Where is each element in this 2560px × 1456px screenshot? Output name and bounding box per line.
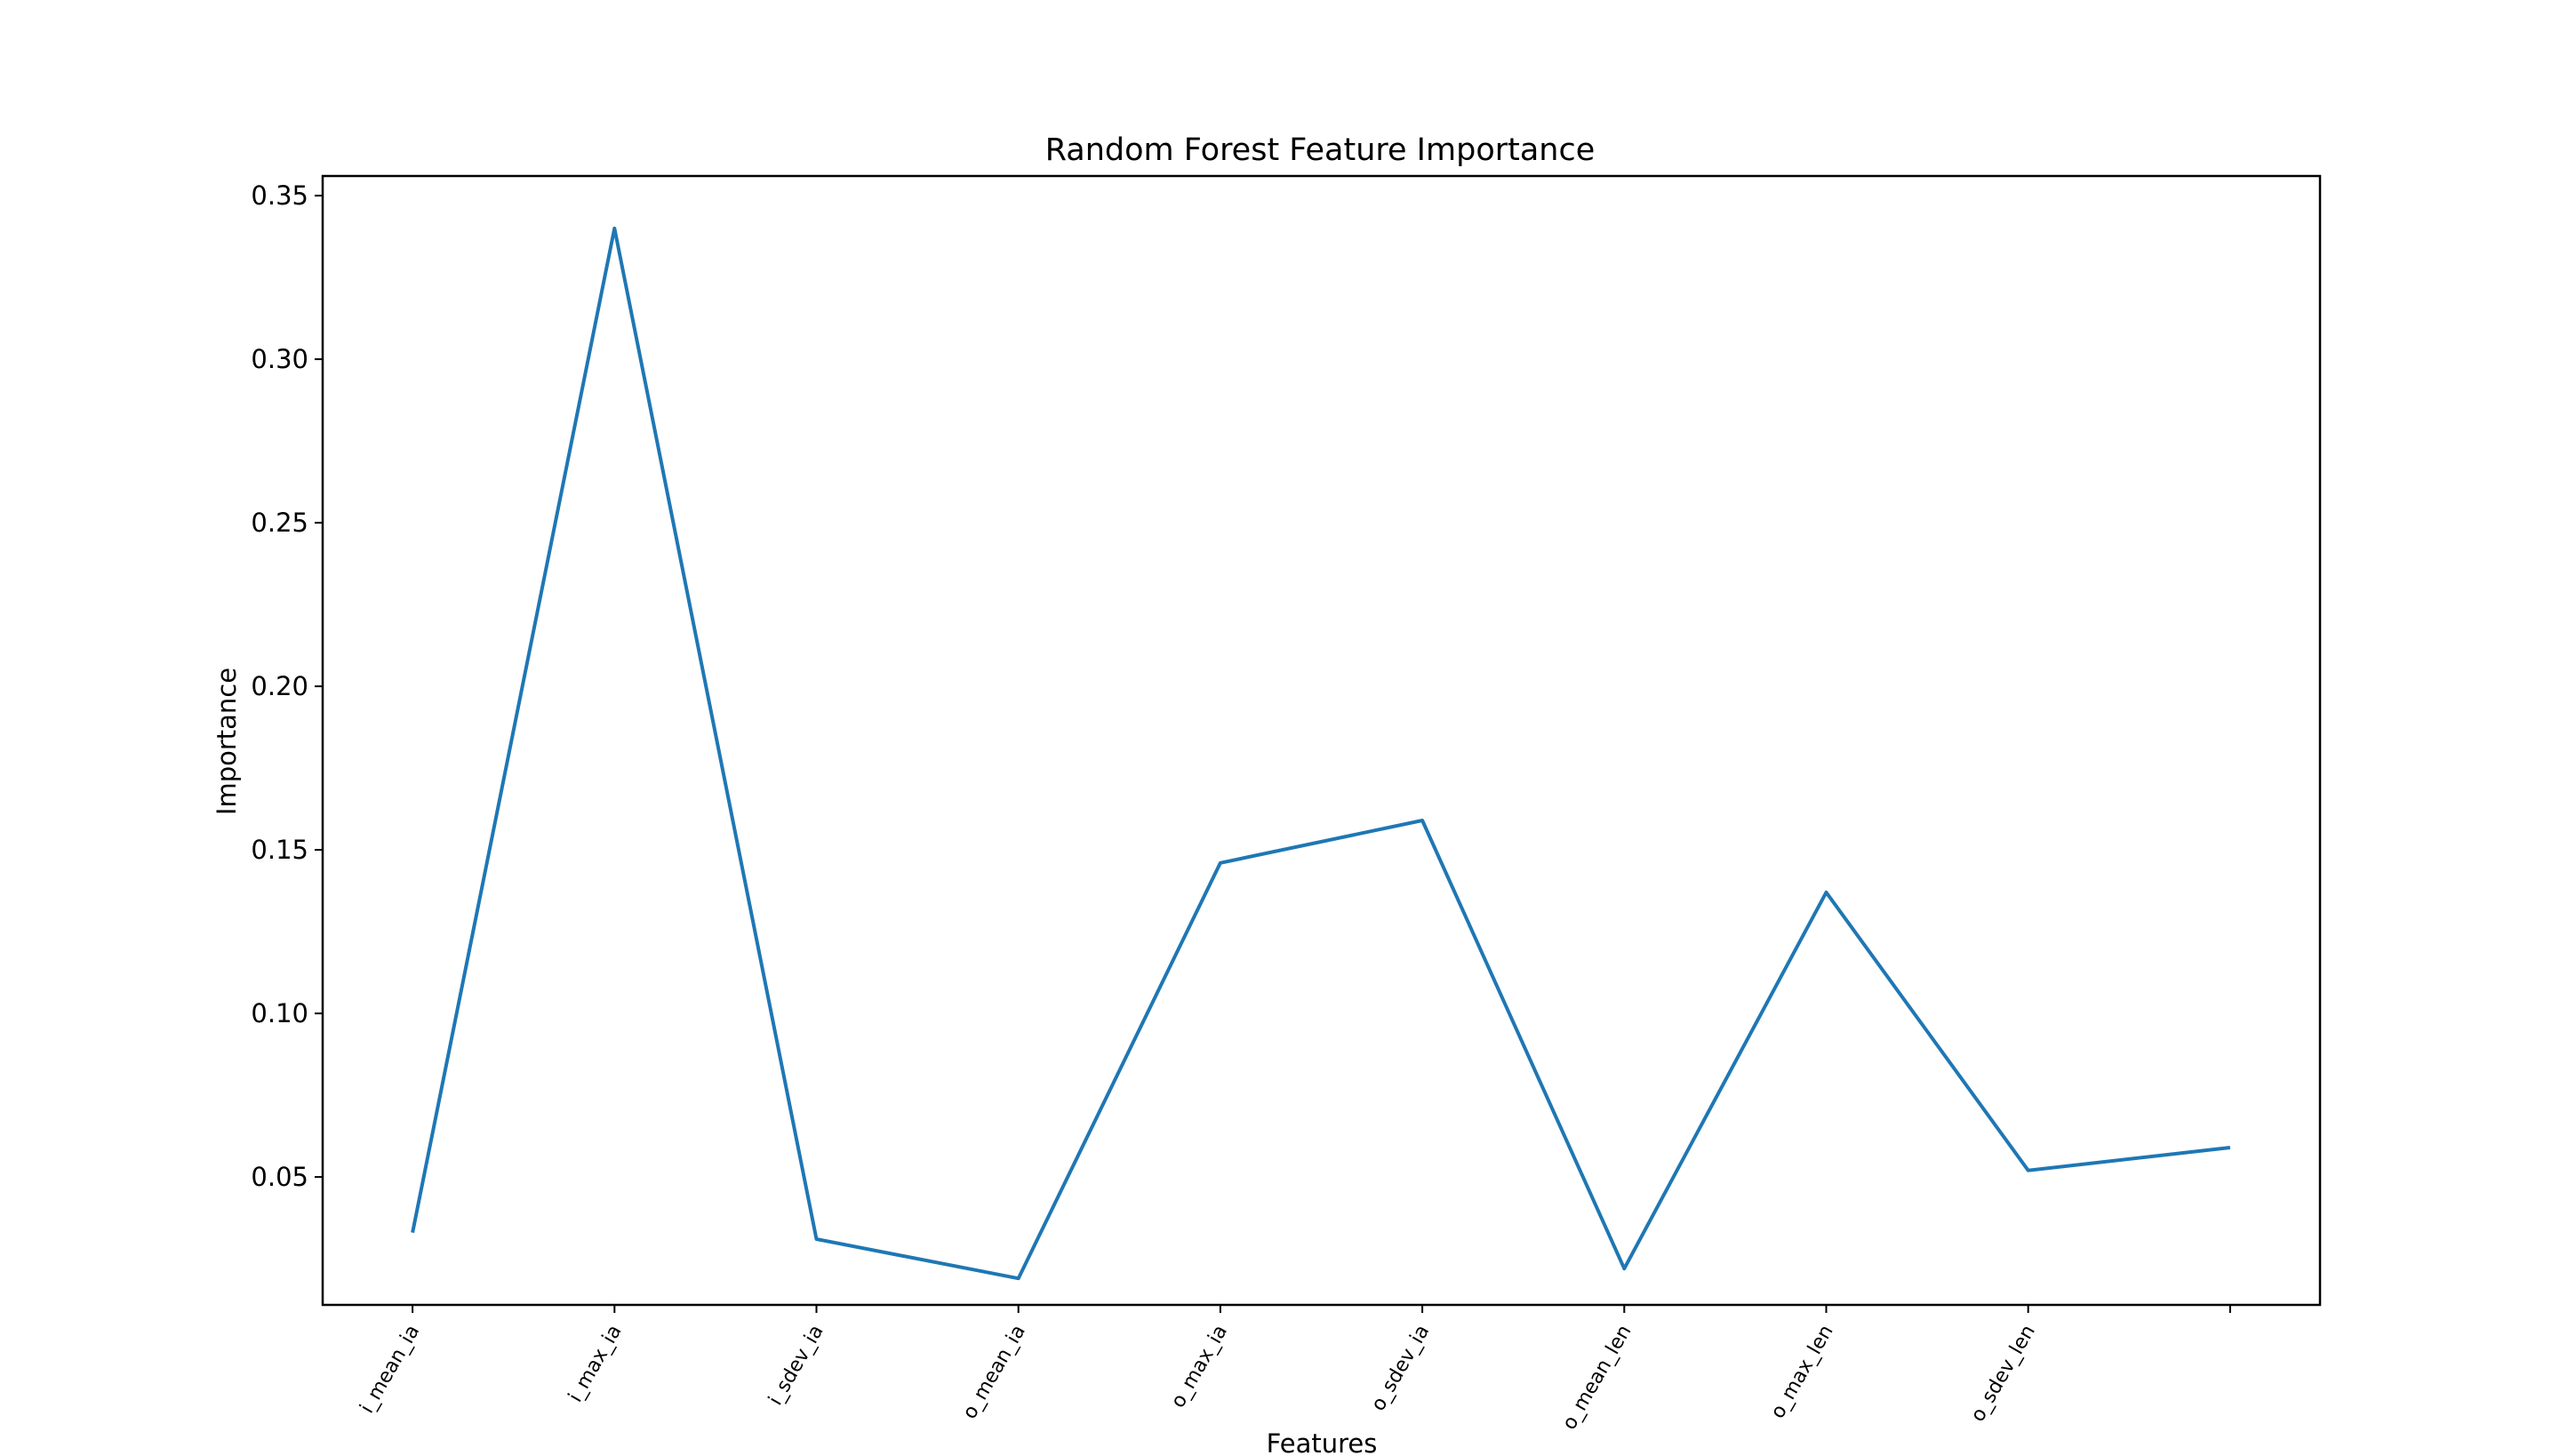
y-tick-label: 0.10 bbox=[251, 998, 308, 1028]
y-tick-label: 0.25 bbox=[251, 508, 308, 538]
chart-title: Random Forest Feature Importance bbox=[1045, 132, 1596, 168]
series-line-0 bbox=[411, 226, 2231, 1281]
y-tick-label: 0.15 bbox=[251, 835, 308, 865]
y-tick-label: 0.35 bbox=[251, 180, 308, 211]
y-axis-label: Importance bbox=[212, 668, 242, 815]
y-tick-label: 0.20 bbox=[251, 671, 308, 701]
plot-frame bbox=[321, 174, 2322, 1307]
y-tick-label: 0.05 bbox=[251, 1162, 308, 1192]
y-tick-label: 0.30 bbox=[251, 344, 308, 374]
x-axis-label: Features bbox=[1267, 1428, 1378, 1456]
